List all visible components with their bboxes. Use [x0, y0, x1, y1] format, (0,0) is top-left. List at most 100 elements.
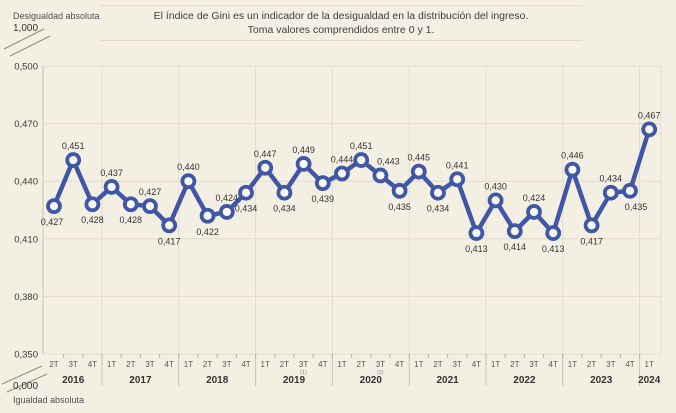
y-tick-label: 0,500	[14, 62, 38, 73]
data-point-marker	[391, 182, 408, 199]
x-quarter-label: 4T	[472, 360, 481, 369]
x-year-label: 2023	[590, 375, 613, 386]
x-quarter-label: 1T	[568, 360, 577, 369]
x-quarter-label: 2T	[49, 360, 58, 369]
data-point-label: 0,437	[100, 168, 123, 178]
x-quarter-label: 3T	[69, 360, 78, 369]
x-quarter-label: 3T	[222, 360, 231, 369]
data-point-label: 0,441	[446, 160, 469, 170]
x-quarter-label: 2T	[357, 360, 366, 369]
x-quarter-label: 4T	[88, 360, 97, 369]
data-point-label: 0,435	[625, 202, 648, 212]
data-point-marker	[161, 217, 178, 234]
data-point-label: 0,424	[523, 193, 546, 203]
data-point-label: 0,413	[465, 244, 488, 254]
data-point-marker	[257, 159, 274, 176]
x-year-label: 2020	[360, 375, 383, 386]
data-point-marker	[641, 121, 658, 138]
data-point-label: 0,417	[580, 236, 603, 246]
data-point-label: 0,414	[504, 242, 527, 252]
data-point-marker	[122, 196, 139, 213]
data-point-label: 0,451	[350, 141, 373, 151]
data-point-label: 0,434	[235, 204, 258, 214]
y-axis-top-caption: Desigualdad absoluta	[13, 11, 100, 21]
data-point-marker	[65, 152, 82, 168]
data-point-label: 0,449	[292, 145, 315, 155]
x-quarter-label: 2T	[510, 360, 519, 369]
data-point-marker	[583, 217, 600, 234]
y-tick-label: 0,470	[14, 119, 38, 130]
data-point-marker	[564, 161, 581, 178]
x-quarter-label: 1T	[491, 360, 500, 369]
y-tick-label: 0,410	[14, 234, 38, 245]
x-quarter-label: 4T	[165, 360, 174, 369]
data-point-label: 0,445	[408, 153, 431, 163]
data-point-label: 0,434	[427, 204, 450, 214]
data-point-label: 0,451	[62, 141, 85, 151]
x-quarter-label: 4T	[549, 360, 558, 369]
data-point-label: 0,428	[81, 215, 104, 225]
data-point-marker	[295, 156, 312, 172]
quarter-footnote-marker: (1)	[300, 370, 307, 376]
x-year-label: 2017	[129, 375, 152, 386]
y-axis-top-value: 1,000	[13, 23, 39, 34]
x-quarter-label: 3T	[606, 360, 615, 369]
data-point-label: 0,427	[139, 187, 162, 197]
x-quarter-label: 3T	[453, 360, 462, 369]
chart-title-line2: Toma valores comprendidos entre 0 y 1.	[247, 24, 435, 36]
x-quarter-label: 2T	[587, 360, 596, 369]
x-quarter-label: 2T	[280, 360, 289, 369]
x-quarter-label: 3T	[376, 360, 385, 369]
data-point-marker	[526, 204, 542, 220]
data-point-label: 0,447	[254, 149, 277, 159]
x-quarter-label: 4T	[625, 360, 634, 369]
data-point-marker	[238, 184, 254, 201]
data-point-marker	[449, 171, 466, 188]
x-quarter-label: 3T	[529, 360, 538, 369]
data-point-marker	[103, 179, 120, 195]
data-point-label: 0,435	[388, 202, 411, 212]
data-point-label: 0,434	[273, 204, 296, 214]
chart-title: El índice de Gini es un indicador de la …	[100, 5, 582, 41]
x-year-label: 2024	[638, 375, 661, 386]
data-point-label: 0,417	[158, 236, 181, 246]
data-point-marker	[180, 173, 197, 190]
x-quarter-label: 2T	[433, 360, 442, 369]
x-year-label: 2019	[283, 375, 306, 386]
data-point-marker	[602, 184, 619, 201]
x-quarter-label: 1T	[645, 360, 654, 369]
data-point-label: 0,430	[484, 181, 507, 191]
data-point-marker	[353, 152, 370, 168]
x-quarter-label: 2T	[203, 360, 212, 369]
data-point-marker	[84, 196, 101, 213]
data-point-label: 0,434	[600, 174, 623, 184]
data-point-label: 0,428	[120, 215, 143, 225]
data-point-marker	[506, 223, 523, 240]
data-point-marker	[468, 225, 485, 241]
data-point-marker	[372, 167, 389, 184]
x-quarter-label: 3T	[145, 360, 154, 369]
data-point-label: 0,446	[561, 151, 584, 161]
data-point-marker	[487, 192, 504, 209]
quarter-footnote-marker: (2)	[377, 370, 384, 376]
data-point-label: 0,443	[377, 156, 400, 166]
y-tick-label: 0,380	[14, 292, 38, 303]
x-quarter-label: 2T	[126, 360, 135, 369]
data-point-marker	[314, 175, 331, 192]
data-point-marker	[334, 165, 350, 182]
data-point-label: 0,444	[331, 155, 354, 165]
x-quarter-label: 4T	[395, 360, 404, 369]
data-point-marker	[218, 204, 235, 220]
x-quarter-label: 1T	[184, 360, 193, 369]
data-point-marker	[622, 182, 638, 199]
data-point-marker	[545, 225, 562, 241]
data-point-label: 0,440	[177, 162, 200, 172]
y-axis-bottom-caption: Igualdad absoluta	[13, 395, 85, 405]
x-quarter-label: 1T	[261, 360, 270, 369]
chart-title-line1: El índice de Gini es un indicador de la …	[153, 10, 529, 22]
y-tick-label: 0,350	[14, 350, 38, 361]
data-point-marker	[46, 198, 62, 215]
data-point-label: 0,427	[41, 217, 64, 227]
